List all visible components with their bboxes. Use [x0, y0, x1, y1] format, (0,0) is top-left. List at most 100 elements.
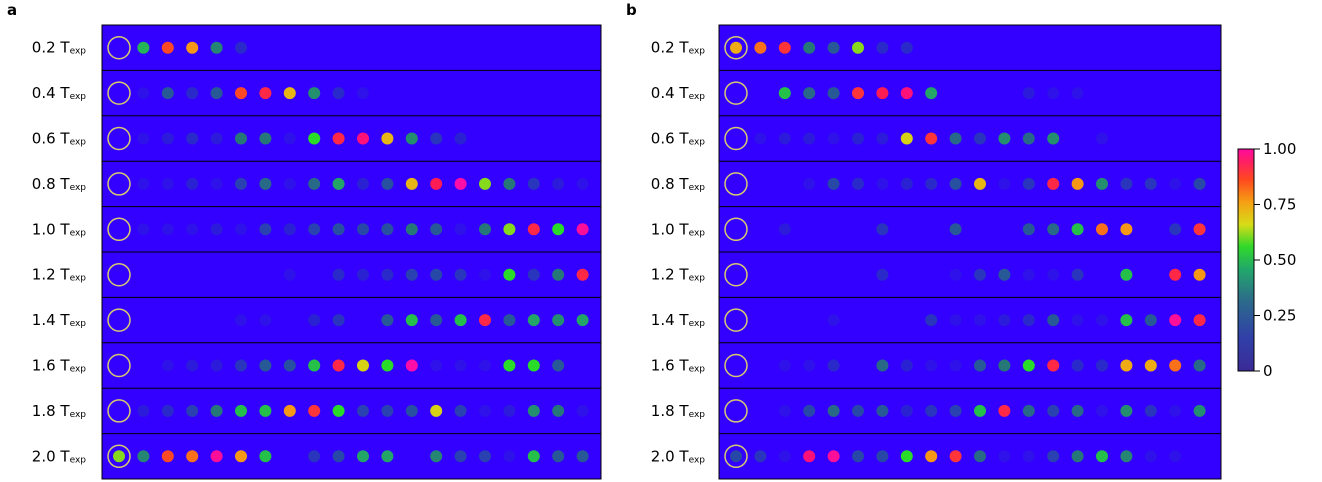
heat-dot [479, 359, 491, 372]
heat-dot [308, 223, 321, 236]
heat-dot [949, 87, 962, 100]
heat-dot [1096, 450, 1108, 463]
heat-dot [552, 314, 565, 327]
heat-dot [235, 314, 247, 327]
heat-dot [1022, 314, 1035, 327]
highlight-ring [107, 126, 131, 151]
heat-dot [503, 87, 516, 100]
row-label: 0.2 Texp [651, 39, 706, 57]
heat-dot [876, 223, 889, 236]
heat-dot [998, 450, 1011, 463]
heat-dot [1144, 41, 1157, 54]
heat-dot [357, 404, 369, 417]
heat-dot [1047, 450, 1060, 463]
heat-dot [778, 177, 791, 190]
heat-dot [308, 132, 321, 145]
heat-dot [210, 268, 223, 281]
heat-dot [730, 314, 742, 327]
heat-dot [186, 359, 199, 372]
heat-dot [852, 268, 864, 281]
row-label: 0.4 Texp [651, 84, 706, 102]
heat-dot [503, 268, 516, 281]
heat-dot [186, 177, 199, 190]
heat-dot [1022, 450, 1035, 463]
heat-dot [113, 314, 125, 327]
colorbar-tick-label: 0.75 [1263, 196, 1296, 214]
colorbar-tick-label: 0.50 [1263, 251, 1296, 269]
highlight-ring [724, 126, 748, 151]
heat-dot [161, 87, 174, 100]
highlight-ring [107, 308, 131, 332]
heat-dot [113, 404, 125, 417]
heat-dot [1022, 41, 1035, 54]
heat-dot [283, 450, 296, 463]
heat-dot [235, 177, 247, 190]
heat-dot [900, 314, 913, 327]
heat-dot [454, 404, 467, 417]
heat-dot [235, 268, 247, 281]
heat-dot [235, 450, 247, 463]
heat-dot [1047, 404, 1060, 417]
heat-dot [332, 87, 345, 100]
heat-dot [852, 359, 864, 372]
heat-dot [1169, 41, 1182, 54]
heat-dot [974, 223, 986, 236]
heat-dot [974, 404, 986, 417]
heat-dot [1193, 404, 1206, 417]
row-label: 0.8 Texp [651, 175, 706, 193]
heat-dot [381, 268, 394, 281]
heat-dot [137, 132, 150, 145]
heat-dot [949, 268, 962, 281]
heat-dot [137, 359, 150, 372]
heat-dot [900, 177, 913, 190]
heat-dot [754, 177, 767, 190]
heat-dot [949, 404, 962, 417]
heat-dot [803, 87, 816, 100]
heat-dot [852, 177, 864, 190]
heat-dot [357, 177, 369, 190]
row-label: 1.0 Texp [32, 220, 87, 238]
heat-dot [259, 177, 272, 190]
row-label: 0.2 Texp [32, 39, 87, 57]
heat-dot [454, 223, 467, 236]
heat-dot [527, 177, 540, 190]
heat-dot [1144, 223, 1157, 236]
heat-dot [381, 41, 394, 54]
heat-dot [876, 359, 889, 372]
heat-dot [381, 450, 394, 463]
heat-dot [454, 314, 467, 327]
heat-dot [754, 41, 767, 54]
heat-dot [332, 404, 345, 417]
heat-dot [998, 177, 1011, 190]
panel-b: 0.2 Texp 0.4 Texp 0.6 Texp 0.8 Texp 1.0 Texp… [651, 24, 1222, 480]
heat-dot [730, 132, 742, 145]
heat-dot [1169, 359, 1182, 372]
heat-dot [283, 41, 296, 54]
heat-dot [210, 132, 223, 145]
highlight-ring [107, 262, 131, 287]
heat-dot [186, 41, 199, 54]
highlight-ring [107, 444, 131, 469]
heat-dot [161, 132, 174, 145]
heat-dot [1071, 404, 1084, 417]
heat-dot [730, 450, 742, 463]
heat-dot [576, 450, 589, 463]
heat-dot [778, 404, 791, 417]
heat-dot [730, 404, 742, 417]
heat-dot [827, 359, 840, 372]
heat-dot [381, 404, 394, 417]
heat-dot [405, 359, 418, 372]
heat-dot [778, 314, 791, 327]
heat-dot [852, 223, 864, 236]
heat-dot [308, 41, 321, 54]
heat-dot [161, 177, 174, 190]
heat-dot [332, 132, 345, 145]
heat-dot [1096, 359, 1108, 372]
heat-dot [161, 450, 174, 463]
heat-dot [876, 132, 889, 145]
heat-dot [186, 87, 199, 100]
heat-dot [430, 450, 443, 463]
heat-dot [430, 359, 443, 372]
heat-dot [576, 314, 589, 327]
heat-dot [259, 359, 272, 372]
